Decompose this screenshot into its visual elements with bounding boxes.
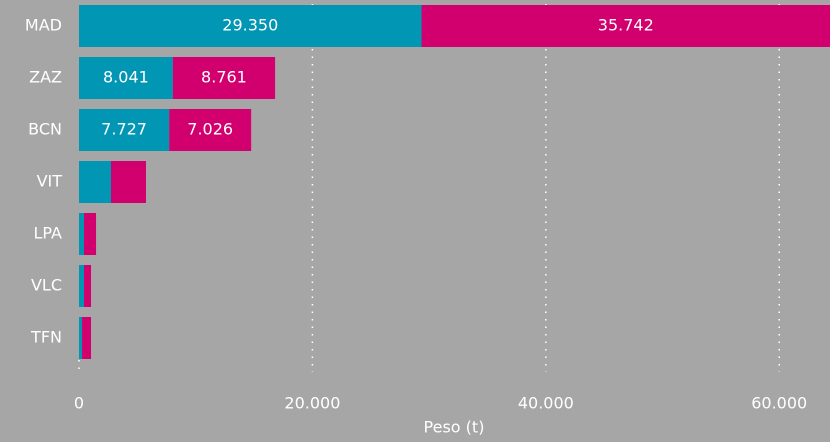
y-tick-label: VLC [31,276,62,295]
x-tick-label: 40.000 [518,394,574,413]
bar-segment [79,317,83,359]
x-axis-title: Peso (t) [424,418,485,437]
y-tick-label: TFN [30,328,62,347]
bar-segment [79,265,85,307]
bar-segment [169,109,252,151]
x-tick-label: 0 [74,394,84,413]
bar-segment [79,57,173,99]
data-label: 7.026 [187,120,233,139]
bar-segment [110,161,146,203]
y-tick-label: BCN [28,120,62,139]
data-label: 7.727 [101,120,147,139]
bar-segment [79,5,422,47]
bar-segment [421,5,830,47]
bar-segment [82,317,92,359]
data-label: 8.761 [201,68,247,87]
data-label: 35.742 [598,16,654,35]
x-tick-label: 60.000 [751,394,807,413]
bar-segment [79,213,85,255]
plot-area [79,5,830,359]
y-tick-label: LPA [34,224,63,243]
bar-segment [79,109,170,151]
y-tick-label: ZAZ [29,68,62,87]
bar-segment [79,161,111,203]
y-tick-label: MAD [25,16,62,35]
data-label: 29.350 [222,16,278,35]
data-label: 8.041 [103,68,149,87]
bar-segment [84,265,92,307]
x-tick-label: 20.000 [284,394,340,413]
y-tick-label: VIT [37,172,63,191]
bar-segment [172,57,276,99]
bar-segment [84,213,97,255]
